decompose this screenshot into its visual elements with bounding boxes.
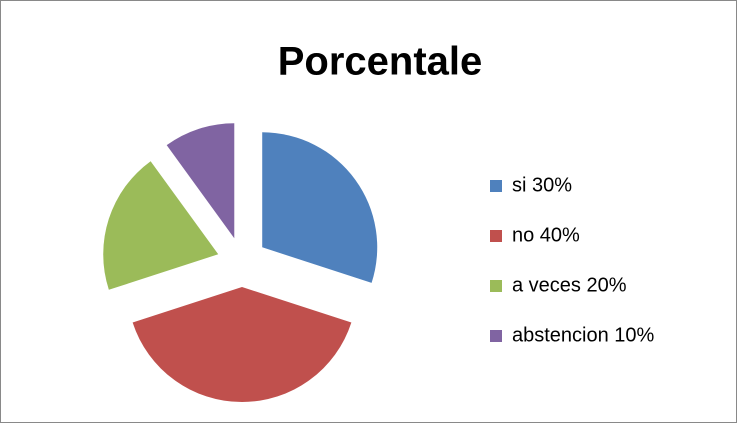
legend-swatch <box>490 280 502 292</box>
legend-swatch <box>490 330 502 342</box>
chart-title: Porcentale <box>278 40 483 84</box>
legend-label: no 40% <box>512 224 580 246</box>
pie-slice <box>103 161 219 290</box>
legend-label: si 30% <box>512 174 572 196</box>
pie-slice <box>262 132 378 283</box>
legend-swatch <box>490 230 502 242</box>
legend-label: abstencion 10% <box>512 324 655 346</box>
legend-label: a veces 20% <box>512 274 627 296</box>
pie-slice <box>166 123 235 239</box>
pie-slice <box>132 287 352 402</box>
legend-swatch <box>490 180 502 192</box>
